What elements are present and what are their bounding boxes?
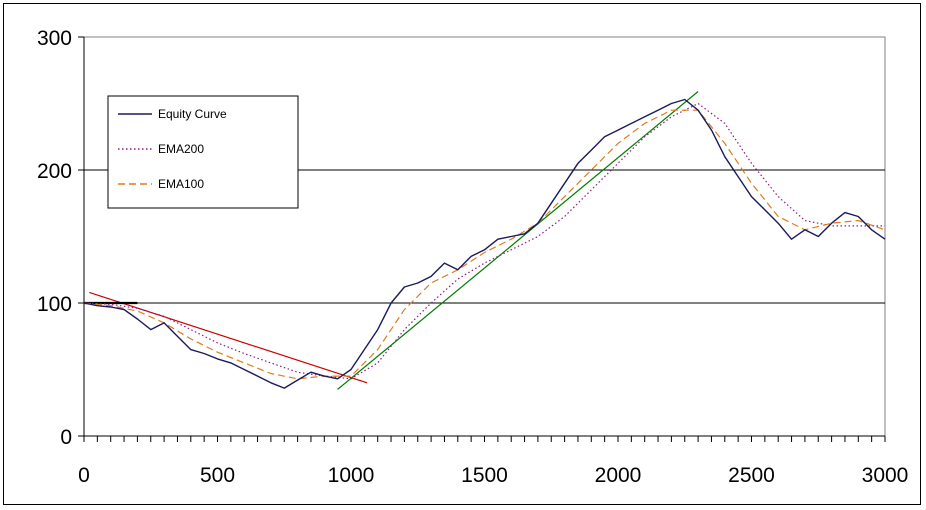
x-tick-label: 2500 <box>728 464 775 487</box>
x-tick-label: 1500 <box>461 464 508 487</box>
y-tick-label: 300 <box>37 27 72 50</box>
legend-label: EMA200 <box>158 142 204 156</box>
legend: Equity Curve EMA200 EMA100 <box>107 95 299 209</box>
series-line-trend-3 <box>89 291 368 384</box>
y-tick-label: 0 <box>60 426 72 449</box>
x-tick-label: 3000 <box>862 464 909 487</box>
series-layer <box>83 91 886 390</box>
y-tick-label: 100 <box>37 293 72 316</box>
x-minor-ticks <box>83 436 886 442</box>
legend-label: Equity Curve <box>158 107 227 121</box>
series-line-ema100 <box>83 109 886 380</box>
y-ticks <box>78 36 84 437</box>
x-tick-label: 2000 <box>595 464 642 487</box>
x-tick-label: 0 <box>78 464 90 487</box>
legend-label: EMA100 <box>158 177 204 191</box>
series-line-ema200 <box>83 102 885 380</box>
x-tick-label: 500 <box>200 464 235 487</box>
x-tick-label: 1000 <box>328 464 375 487</box>
series-line-trend-4 <box>337 91 699 390</box>
series-line-equity-curve <box>83 98 886 389</box>
y-tick-labels: 0 100 200 300 <box>37 27 72 449</box>
legend-entries: Equity Curve EMA200 EMA100 <box>118 107 227 191</box>
x-tick-labels: 0 500 1000 1500 2000 2500 3000 <box>78 464 908 487</box>
y-tick-label: 200 <box>37 160 72 183</box>
